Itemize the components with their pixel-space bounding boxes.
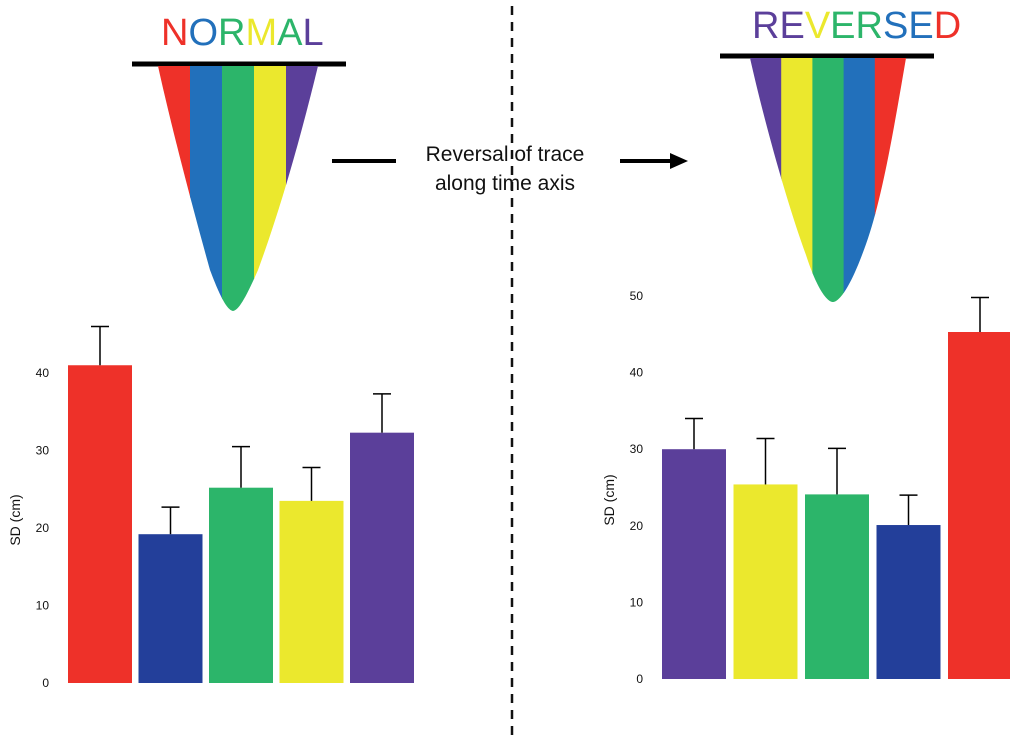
bar — [876, 525, 941, 679]
y-tick-label: 40 — [630, 366, 644, 380]
annotation-line-2: along time axis — [435, 172, 575, 195]
y-tick-label: 10 — [36, 599, 50, 613]
normal-title: NORMAL — [161, 12, 324, 54]
y-tick-label: 50 — [630, 289, 644, 303]
annotation-line-1: Reversal of trace — [426, 143, 585, 166]
bar — [662, 449, 726, 679]
y-tick-label: 30 — [36, 444, 50, 458]
title-letter: D — [934, 5, 961, 47]
cone-stripe — [286, 66, 318, 311]
title-letter: E — [830, 5, 855, 47]
title-letter: L — [302, 12, 323, 54]
normal-cone-icon — [158, 66, 318, 311]
y-axis-label: SD (cm) — [601, 474, 617, 525]
normal-bar-chart: 0 10 20 30 40 SD (cm) — [7, 325, 414, 690]
title-letter: S — [883, 5, 908, 47]
y-tick-label: 20 — [630, 519, 644, 533]
reversed-cone-icon — [750, 58, 906, 302]
title-letter: V — [805, 5, 831, 47]
cone-stripe — [812, 58, 845, 302]
cone-stripe — [222, 66, 255, 311]
title-letter: E — [908, 5, 933, 47]
cone-stripe — [158, 66, 191, 311]
y-tick-label: 40 — [36, 366, 50, 380]
bar — [68, 365, 132, 683]
title-letter: N — [161, 12, 188, 54]
title-letter: R — [856, 5, 883, 47]
bar — [279, 500, 344, 683]
bar — [948, 332, 1010, 679]
cone-stripe — [254, 66, 287, 311]
y-tick-label: 0 — [636, 672, 643, 686]
bar — [733, 484, 798, 679]
y-tick-label: 10 — [630, 595, 644, 609]
cone-stripe — [190, 66, 223, 311]
title-letter: M — [245, 12, 277, 54]
cone-stripe — [843, 58, 876, 302]
reversed-bar-chart: 0 10 20 30 40 50 SD (cm) — [601, 289, 1010, 686]
title-letter: O — [188, 12, 218, 54]
bar — [209, 487, 273, 683]
reversed-title: REVERSED — [752, 5, 961, 47]
cone-stripe — [781, 58, 813, 302]
y-tick-label: 20 — [36, 521, 50, 535]
cone-stripe — [750, 58, 782, 302]
title-letter: E — [779, 5, 804, 47]
title-letter: R — [752, 5, 779, 47]
bar — [138, 534, 203, 683]
bar — [805, 494, 869, 679]
title-letter: R — [218, 12, 245, 54]
y-tick-label: 0 — [42, 676, 49, 690]
cone-stripe — [874, 58, 906, 302]
bar — [350, 432, 414, 683]
title-letter: A — [277, 12, 303, 54]
y-tick-label: 30 — [630, 442, 644, 456]
arrow-head-icon — [670, 153, 688, 169]
y-axis-label: SD (cm) — [7, 494, 23, 545]
